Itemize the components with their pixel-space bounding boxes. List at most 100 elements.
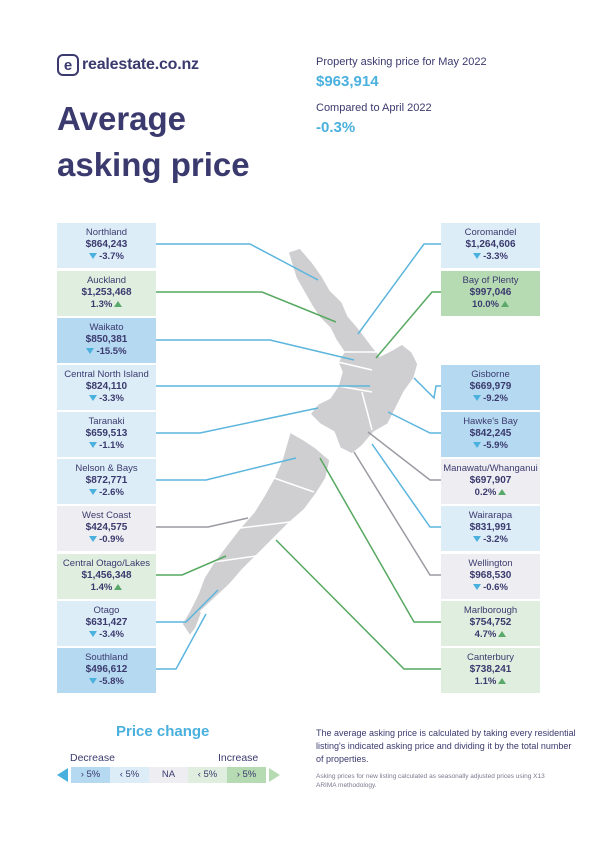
brand-logo: e realestate.co.nz [57, 53, 199, 77]
line-bay-of-plenty [375, 291, 441, 359]
region-price: $424,575 [85, 522, 128, 533]
region-card-central-north-island: Central North Island $824,110 -3.3% [57, 365, 156, 410]
region-price: $824,110 [85, 381, 128, 392]
line-northland [156, 243, 319, 281]
down-arrow-icon [89, 678, 98, 685]
region-name: Nelson & Bays [75, 463, 138, 474]
region-card-marlborough: Marlborough $754,752 4.7% [441, 601, 540, 646]
line-central-otago [156, 555, 227, 576]
region-name: Wellington [468, 558, 513, 569]
region-price: $1,264,606 [465, 239, 516, 250]
region-change: -5.8% [57, 676, 156, 688]
down-arrow-icon [86, 348, 95, 355]
up-arrow-icon [498, 678, 507, 685]
headline-current-label: Property asking price for May 2022 [316, 56, 487, 68]
legend-scale: › 5% ‹ 5% NA ‹ 5% › 5% [57, 767, 280, 783]
region-card-waikato: Waikato $850,381 -15.5% [57, 318, 156, 363]
region-change: -2.6% [57, 487, 156, 499]
region-name: Wairarapa [468, 510, 513, 521]
up-arrow-icon [500, 301, 509, 308]
legend-decrease-label: Decrease [70, 752, 115, 764]
page-title: Average asking price [57, 100, 250, 183]
region-change: 10.0% [441, 299, 540, 311]
headline-current-value: $963,914 [316, 73, 379, 90]
headline-compare: Compared to April 2022 -0.3% [316, 102, 576, 136]
headline-compare-label: Compared to April 2022 [316, 102, 432, 114]
region-price: $1,253,468 [81, 287, 132, 298]
region-price: $997,046 [469, 287, 512, 298]
headline-current: Property asking price for May 2022 $963,… [316, 56, 576, 90]
line-wellington [353, 451, 441, 576]
legend-cell-na: NA [149, 767, 188, 783]
region-card-wellington: Wellington $968,530 -0.6% [441, 554, 540, 599]
region-name: Taranaki [88, 416, 125, 427]
logo-mark-icon: e [57, 54, 79, 76]
line-otago [156, 589, 219, 623]
line-taranaki [156, 407, 319, 434]
line-hawkes-bay [387, 411, 441, 434]
region-card-southland: Southland $496,612 -5.8% [57, 648, 156, 693]
line-gisborne [413, 377, 441, 400]
region-change: 1.4% [57, 582, 156, 594]
line-west-coast [156, 517, 249, 528]
methodology-footnote: Asking prices for new listing calculated… [316, 773, 545, 789]
region-price: $864,243 [85, 239, 128, 250]
region-change: -3.4% [57, 629, 156, 641]
down-arrow-icon [473, 395, 482, 402]
legend-cell-increase: ‹ 5% [188, 767, 227, 783]
down-arrow-icon [473, 442, 482, 449]
region-change: -0.9% [57, 534, 156, 546]
legend-title: Price change [116, 723, 210, 740]
region-price: $631,427 [85, 617, 128, 628]
region-card-northland: Northland $864,243 -3.7% [57, 223, 156, 268]
region-change: -3.3% [57, 393, 156, 405]
region-name: Northland [85, 227, 128, 238]
down-arrow-icon [473, 253, 482, 260]
region-name: Manawatu/Whanganui [443, 463, 538, 474]
methodology-note: The average asking price is calculated b… [316, 728, 576, 764]
region-name: Waikato [89, 322, 124, 333]
region-name: Marlborough [463, 605, 518, 616]
legend-cell-increase-big: › 5% [227, 767, 266, 783]
region-price: $738,241 [469, 664, 512, 675]
line-southland [156, 613, 207, 670]
region-card-gisborne: Gisborne $669,979 -9.2% [441, 365, 540, 410]
line-coromandel [357, 243, 441, 335]
region-price: $669,979 [469, 381, 512, 392]
region-change: -3.3% [441, 251, 540, 263]
down-arrow-icon [473, 536, 482, 543]
down-arrow-icon [89, 253, 98, 260]
region-card-canterbury: Canterbury $738,241 1.1% [441, 648, 540, 693]
region-change: -15.5% [57, 346, 156, 358]
region-card-otago: Otago $631,427 -3.4% [57, 601, 156, 646]
region-change: -3.7% [57, 251, 156, 263]
region-price: $872,771 [85, 475, 128, 486]
legend-cell-decrease: ‹ 5% [110, 767, 149, 783]
region-price: $968,530 [469, 570, 512, 581]
up-arrow-icon [114, 584, 123, 591]
down-arrow-icon [89, 489, 98, 496]
region-price: $831,991 [469, 522, 512, 533]
line-waikato [156, 339, 355, 361]
south-island-shape [181, 430, 331, 638]
region-name: Hawke's Bay [463, 416, 518, 427]
region-name: Auckland [86, 275, 127, 286]
region-change: -0.6% [441, 582, 540, 594]
region-change: -1.1% [57, 440, 156, 452]
line-manawatu [367, 431, 441, 481]
region-price: $659,513 [85, 428, 128, 439]
region-card-manawatu-whanganui: Manawatu/Whanganui $697,907 0.2% [441, 459, 540, 504]
headline-compare-value: -0.3% [316, 119, 356, 136]
region-name: Central Otago/Lakes [62, 558, 151, 569]
region-name: Bay of Plenty [462, 275, 519, 286]
line-nelson-bays [156, 457, 297, 481]
legend-increase-label: Increase [218, 752, 259, 764]
region-price: $754,752 [469, 617, 512, 628]
region-change: -5.9% [441, 440, 540, 452]
legend-cell-decrease-big: › 5% [71, 767, 110, 783]
region-card-nelson-bays: Nelson & Bays $872,771 -2.6% [57, 459, 156, 504]
line-canterbury [275, 539, 441, 670]
line-marlborough [319, 457, 441, 623]
region-card-hawkes-bay: Hawke's Bay $842,245 -5.9% [441, 412, 540, 457]
